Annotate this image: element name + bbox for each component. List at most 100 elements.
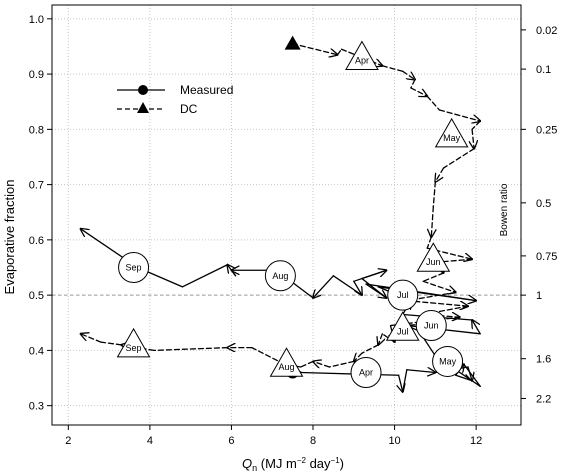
dc-segment xyxy=(100,341,122,346)
dc-segment xyxy=(422,305,469,316)
dc-segment xyxy=(432,181,437,208)
bowen-tick-label: 0.75 xyxy=(536,251,557,263)
measured-month-marker xyxy=(350,357,382,388)
dc-segment xyxy=(471,120,481,130)
dc-segment xyxy=(378,333,382,345)
x-tick-label: 4 xyxy=(147,435,153,447)
x-tick-label: 6 xyxy=(228,435,234,447)
legend: Measured DC xyxy=(117,83,233,116)
measured-segment xyxy=(399,374,403,392)
dc-month-label: May xyxy=(443,133,461,143)
dc-segment xyxy=(410,87,427,96)
bowen-tick-label: 2.2 xyxy=(536,393,551,405)
measured-segment xyxy=(365,283,477,302)
dc-month-marker xyxy=(416,242,451,272)
dc-segment xyxy=(422,272,445,282)
measured-segment xyxy=(406,370,436,373)
x-tick-label: 2 xyxy=(65,435,71,447)
measured-month-label: Jul xyxy=(397,290,409,300)
measured-segment xyxy=(300,371,400,376)
dc-segment xyxy=(438,109,480,121)
dc-month-label: Sep xyxy=(126,343,142,353)
bowen-tick-label: 1.6 xyxy=(536,354,551,366)
x-tick-label: 8 xyxy=(310,435,316,447)
measured-segment xyxy=(402,369,408,393)
measured-month-label: Jun xyxy=(424,321,439,331)
measured-segment xyxy=(353,280,362,295)
month-markers: Apr May Jun Jul Aug Sep Sep Aug Jul Jun May Apr xyxy=(116,40,469,388)
dc-segment xyxy=(402,70,415,79)
dc-segment xyxy=(340,48,383,66)
dc-segment xyxy=(442,148,475,169)
dc-month-marker xyxy=(116,327,151,358)
y-tick-label: 0.4 xyxy=(29,345,44,357)
x-tick-label: 10 xyxy=(388,435,400,447)
dc-segment xyxy=(426,95,441,111)
dc-segment xyxy=(410,78,416,89)
measured-month-label: Aug xyxy=(272,271,288,281)
y-tick-label: 0.8 xyxy=(29,124,44,136)
dc-month-label: Jun xyxy=(426,257,441,267)
measured-segment xyxy=(361,277,388,299)
dc-segment xyxy=(422,280,456,292)
dc-segment xyxy=(328,360,355,368)
y-tick-label: 0.7 xyxy=(29,180,44,192)
bowen-tick-label: 0.02 xyxy=(536,25,557,37)
measured-month-label: Sep xyxy=(126,263,142,273)
dc-start-marker xyxy=(284,35,301,50)
y-tick-label: 0.5 xyxy=(29,290,44,302)
dc-segment xyxy=(81,334,102,343)
measured-segment xyxy=(468,366,472,381)
measured-month-marker xyxy=(432,345,464,377)
dc-segment xyxy=(300,360,314,368)
legend-dc-marker xyxy=(137,102,149,113)
dc-segment xyxy=(354,353,362,361)
legend-measured-marker xyxy=(138,85,148,95)
dc-segment xyxy=(336,48,343,56)
bowen-tick-label: 1 xyxy=(536,290,542,302)
dc-segment xyxy=(361,344,379,354)
measured-segment xyxy=(353,269,388,282)
dc-month-marker xyxy=(269,347,304,377)
measured-month-marker xyxy=(264,260,296,292)
dc-segment xyxy=(426,236,432,249)
dc-month-marker xyxy=(345,40,379,70)
y-axis-label: Evaporative fraction xyxy=(2,180,17,295)
y-tick-label: 0.6 xyxy=(29,235,44,247)
dc-month-label: Jul xyxy=(397,326,409,336)
measured-segment xyxy=(181,264,229,288)
y-tick-label: 0.3 xyxy=(29,401,44,413)
dc-segment xyxy=(251,346,286,365)
y-tick-label: 0.9 xyxy=(29,69,44,81)
axes: 2 4 6 8 10 12 0.3 0.4 0.5 0.6 0.7 0.8 0.9 1.0 0.02 0.1 0… xyxy=(29,14,558,447)
dc-month-marker xyxy=(385,311,420,341)
dc-month-marker xyxy=(434,117,469,148)
measured-month-marker xyxy=(387,279,419,311)
legend-measured-label: Measured xyxy=(180,83,233,97)
dc-segment xyxy=(406,300,468,307)
measured-segment xyxy=(455,374,473,382)
measured-month-label: May xyxy=(439,356,457,366)
dc-month-label: Apr xyxy=(355,56,369,66)
dc-month-label: Aug xyxy=(278,362,294,372)
measured-segment xyxy=(332,275,363,296)
bowen-tick-label: 0.5 xyxy=(536,198,551,210)
x-axis-label: Qn (MJ m−2 day−1) xyxy=(242,456,344,473)
dc-segment xyxy=(381,65,404,72)
measured-segment xyxy=(227,265,237,277)
dc-segment xyxy=(291,43,338,55)
measured-month-marker xyxy=(118,252,150,283)
plot-frame xyxy=(51,4,522,426)
series-layer xyxy=(81,35,481,393)
bowen-ratio-axis-label: Bowen ratio xyxy=(499,183,510,236)
dc-segment xyxy=(431,206,433,237)
bowen-tick-label: 0.1 xyxy=(536,64,551,76)
measured-month-marker xyxy=(415,310,447,342)
bowen-tick-label: 0.25 xyxy=(536,124,557,136)
measured-segment xyxy=(463,363,481,387)
legend-dc-label: DC xyxy=(180,102,198,116)
measured-segment xyxy=(472,320,481,335)
dc-segment xyxy=(313,361,330,367)
measured-segment xyxy=(313,275,335,298)
